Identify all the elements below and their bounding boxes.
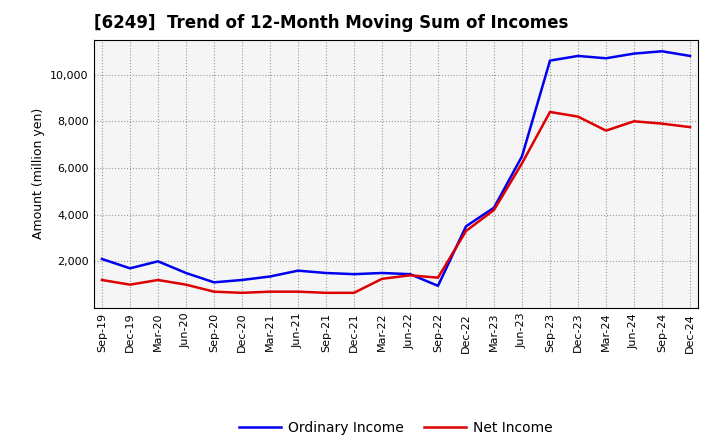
Net Income	[462, 228, 470, 234]
Ordinary Income	[490, 205, 498, 210]
Ordinary Income	[574, 53, 582, 59]
Ordinary Income	[350, 271, 359, 277]
Net Income	[602, 128, 611, 133]
Net Income	[350, 290, 359, 296]
Ordinary Income	[657, 49, 666, 54]
Net Income	[153, 277, 162, 282]
Net Income	[238, 290, 246, 296]
Ordinary Income	[378, 270, 387, 275]
Net Income	[433, 275, 442, 280]
Ordinary Income	[238, 277, 246, 282]
Ordinary Income	[685, 53, 694, 59]
Text: [6249]  Trend of 12-Month Moving Sum of Incomes: [6249] Trend of 12-Month Moving Sum of I…	[94, 15, 568, 33]
Legend: Ordinary Income, Net Income: Ordinary Income, Net Income	[234, 415, 558, 440]
Net Income	[630, 119, 639, 124]
Ordinary Income	[433, 283, 442, 289]
Net Income	[518, 161, 526, 166]
Ordinary Income	[546, 58, 554, 63]
Ordinary Income	[462, 224, 470, 229]
Net Income	[378, 276, 387, 282]
Ordinary Income	[126, 266, 135, 271]
Ordinary Income	[181, 270, 190, 275]
Ordinary Income	[518, 154, 526, 159]
Line: Ordinary Income: Ordinary Income	[102, 51, 690, 286]
Ordinary Income	[322, 270, 330, 275]
Net Income	[210, 289, 218, 294]
Net Income	[657, 121, 666, 126]
Line: Net Income: Net Income	[102, 112, 690, 293]
Net Income	[294, 289, 302, 294]
Ordinary Income	[602, 55, 611, 61]
Ordinary Income	[98, 257, 107, 262]
Net Income	[546, 109, 554, 114]
Ordinary Income	[266, 274, 274, 279]
Net Income	[490, 207, 498, 213]
Y-axis label: Amount (million yen): Amount (million yen)	[32, 108, 45, 239]
Net Income	[266, 289, 274, 294]
Net Income	[405, 273, 414, 278]
Ordinary Income	[405, 271, 414, 277]
Ordinary Income	[153, 259, 162, 264]
Net Income	[685, 125, 694, 130]
Ordinary Income	[210, 280, 218, 285]
Net Income	[126, 282, 135, 287]
Ordinary Income	[294, 268, 302, 273]
Ordinary Income	[630, 51, 639, 56]
Net Income	[181, 282, 190, 287]
Net Income	[98, 277, 107, 282]
Net Income	[322, 290, 330, 296]
Net Income	[574, 114, 582, 119]
